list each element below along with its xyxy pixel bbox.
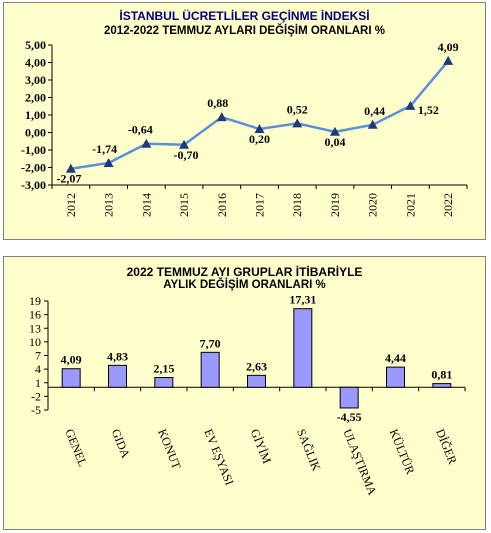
x-tick-label: 2015 <box>177 193 191 217</box>
x-tick-label: EV EŞYASI <box>201 427 236 487</box>
data-point <box>443 55 454 65</box>
data-label: 1,52 <box>418 103 439 117</box>
data-label: 4,44 <box>385 351 406 365</box>
bar <box>386 366 405 388</box>
x-tick-label: 2017 <box>253 193 267 217</box>
y-tick-label: 16 <box>29 308 41 322</box>
data-label: 4,09 <box>61 353 82 367</box>
data-label: 7,70 <box>200 336 221 350</box>
data-label: 2,15 <box>153 362 174 376</box>
data-point <box>367 119 378 129</box>
data-label: 0,44 <box>364 104 385 118</box>
y-tick-label: 7 <box>35 349 41 363</box>
bar <box>108 364 127 388</box>
line-chart-title: İSTANBUL ÜCRETLİLER GEÇİNME İNDEKSİ <box>119 9 370 23</box>
y-tick-label: 10 <box>29 335 41 349</box>
data-label: 17,31 <box>289 293 316 307</box>
y-tick-label: 1 <box>35 376 41 390</box>
y-tick-label: -1,00 <box>21 143 46 157</box>
data-label: 0,81 <box>431 368 452 382</box>
data-point <box>254 124 265 133</box>
data-label: -0,64 <box>128 123 153 137</box>
data-label: 0,52 <box>287 102 308 116</box>
series-line <box>70 60 450 170</box>
y-tick-label: -2 <box>31 389 41 403</box>
x-tick-label: 2013 <box>102 193 116 217</box>
y-tick-label: 4 <box>35 362 41 376</box>
bar-chart-subtitle: AYLIK DEĞİŞİM ORANLARI % <box>163 279 326 291</box>
y-tick-label: -3,00 <box>21 178 46 192</box>
bar <box>200 351 220 388</box>
y-tick-label: 5,00 <box>25 38 46 52</box>
y-tick-label: 4,00 <box>25 56 46 70</box>
bar <box>154 377 174 388</box>
data-label: 0,88 <box>207 96 228 110</box>
x-tick-label: 2020 <box>366 193 380 217</box>
x-tick-label: SAĞLIK <box>294 427 324 473</box>
y-tick-label: 1,00 <box>25 108 46 122</box>
x-tick-label: 2019 <box>328 193 342 217</box>
data-point <box>103 157 114 167</box>
line-chart-subtitle: 2012-2022 TEMMUZ AYLARI DEĞİŞİM ORANLARI… <box>104 25 385 37</box>
data-label: -1,74 <box>92 142 117 156</box>
data-label: 2,63 <box>246 359 267 373</box>
x-tick-label: 2022 <box>441 193 455 217</box>
data-point <box>216 112 227 122</box>
y-tick-label: -5 <box>31 403 41 417</box>
x-tick-label: 2021 <box>403 193 417 217</box>
bar <box>432 383 452 388</box>
data-label: -4,55 <box>337 410 362 424</box>
y-tick-label: -2,00 <box>21 161 46 175</box>
data-point <box>65 163 76 173</box>
y-tick-label: 0,00 <box>25 126 46 140</box>
x-tick-label: GİYİM <box>248 427 275 466</box>
x-tick-label: 2014 <box>139 193 153 217</box>
data-point <box>329 126 340 136</box>
data-label: 0,20 <box>249 132 270 146</box>
data-point <box>405 100 416 110</box>
data-label: 4,09 <box>438 40 459 54</box>
bar <box>293 308 313 388</box>
x-tick-label: ULAŞTIRMA <box>340 427 379 497</box>
data-label: 4,83 <box>107 349 128 363</box>
data-label: 0,04 <box>324 135 345 149</box>
line-chart: 5,00 4,00 3,00 2,00 1,00 0,00 -1,00 -2,00 -3,00 2… <box>21 38 468 217</box>
x-tick-label: 2012 <box>64 193 78 217</box>
x-tick-label: DİĞER <box>433 427 460 466</box>
x-tick-label: 2016 <box>215 193 229 217</box>
x-tick-label: 2018 <box>290 193 304 217</box>
bar-chart-panel: 2022 TEMMUZ AYI GRUPLAR İTİBARİYLE AYLIK… <box>3 256 486 530</box>
x-tick-label: GENEL <box>62 427 90 469</box>
data-point <box>141 138 152 148</box>
bar-chart-title: 2022 TEMMUZ AYI GRUPLAR İTİBARİYLE <box>126 265 363 279</box>
bar <box>61 368 81 388</box>
data-point <box>292 118 303 128</box>
y-tick-label: 13 <box>29 321 41 335</box>
x-tick-label: KONUT <box>155 427 184 472</box>
data-label: -2,07 <box>56 172 81 186</box>
data-point <box>179 139 190 149</box>
y-tick-label: 19 <box>29 294 41 308</box>
x-tick-label: GIDA <box>109 427 133 460</box>
line-chart-panel: İSTANBUL ÜCRETLİLER GEÇİNME İNDEKSİ 2012… <box>3 2 486 240</box>
y-tick-label: 2,00 <box>25 91 46 105</box>
x-tick-label: KÜLTÜR <box>387 427 418 476</box>
y-tick-label: 3,00 <box>25 73 46 87</box>
bar <box>339 386 359 409</box>
bar <box>247 374 266 388</box>
data-label: -0,70 <box>174 148 199 162</box>
